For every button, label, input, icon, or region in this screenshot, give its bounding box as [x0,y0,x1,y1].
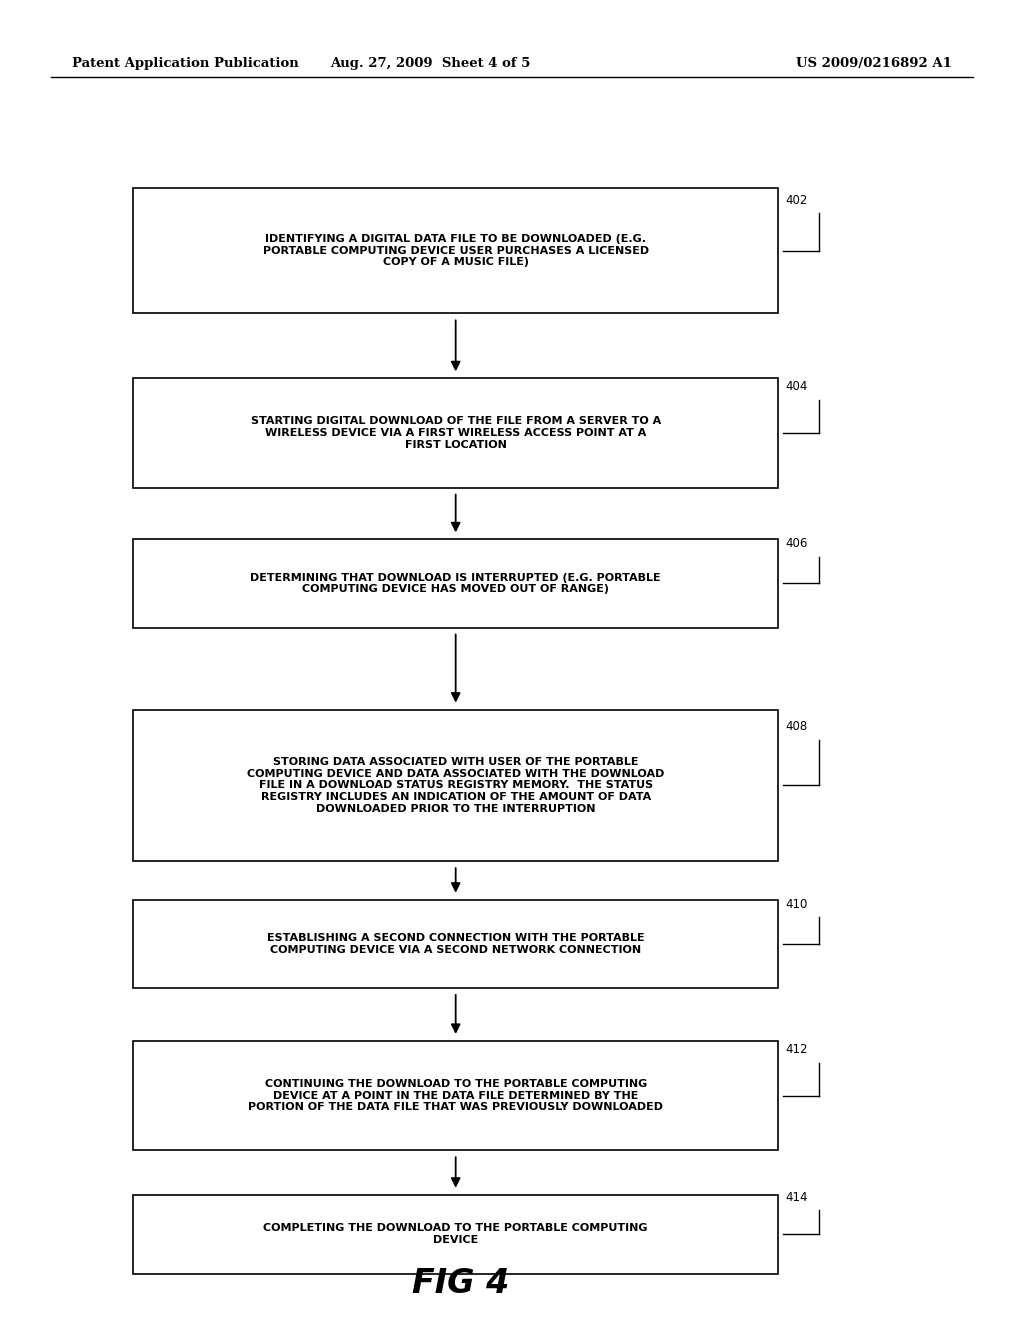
Text: Patent Application Publication: Patent Application Publication [72,57,298,70]
Text: CONTINUING THE DOWNLOAD TO THE PORTABLE COMPUTING
DEVICE AT A POINT IN THE DATA : CONTINUING THE DOWNLOAD TO THE PORTABLE … [248,1078,664,1113]
Text: 408: 408 [785,721,808,734]
Text: IDENTIFYING A DIGITAL DATA FILE TO BE DOWNLOADED (E.G.
PORTABLE COMPUTING DEVICE: IDENTIFYING A DIGITAL DATA FILE TO BE DO… [262,234,649,268]
Text: 410: 410 [785,898,808,911]
Text: COMPLETING THE DOWNLOAD TO THE PORTABLE COMPUTING
DEVICE: COMPLETING THE DOWNLOAD TO THE PORTABLE … [263,1224,648,1245]
Text: STARTING DIGITAL DOWNLOAD OF THE FILE FROM A SERVER TO A
WIRELESS DEVICE VIA A F: STARTING DIGITAL DOWNLOAD OF THE FILE FR… [251,416,660,450]
Bar [133,378,778,487]
Text: Aug. 27, 2009  Sheet 4 of 5: Aug. 27, 2009 Sheet 4 of 5 [330,57,530,70]
Text: ESTABLISHING A SECOND CONNECTION WITH THE PORTABLE
COMPUTING DEVICE VIA A SECOND: ESTABLISHING A SECOND CONNECTION WITH TH… [267,933,644,954]
Text: STORING DATA ASSOCIATED WITH USER OF THE PORTABLE
COMPUTING DEVICE AND DATA ASSO: STORING DATA ASSOCIATED WITH USER OF THE… [247,758,665,813]
Text: 404: 404 [785,380,808,393]
Text: 402: 402 [785,194,808,206]
Bar [133,900,778,987]
Bar [133,710,778,861]
Text: US 2009/0216892 A1: US 2009/0216892 A1 [797,57,952,70]
Bar [133,1195,778,1274]
Text: 406: 406 [785,537,808,550]
Bar [133,539,778,627]
Text: 412: 412 [785,1043,808,1056]
Text: FIG 4: FIG 4 [412,1267,510,1300]
Text: 414: 414 [785,1191,808,1204]
Text: DETERMINING THAT DOWNLOAD IS INTERRUPTED (E.G. PORTABLE
COMPUTING DEVICE HAS MOV: DETERMINING THAT DOWNLOAD IS INTERRUPTED… [250,573,662,594]
Bar [133,1040,778,1150]
Bar [133,187,778,313]
